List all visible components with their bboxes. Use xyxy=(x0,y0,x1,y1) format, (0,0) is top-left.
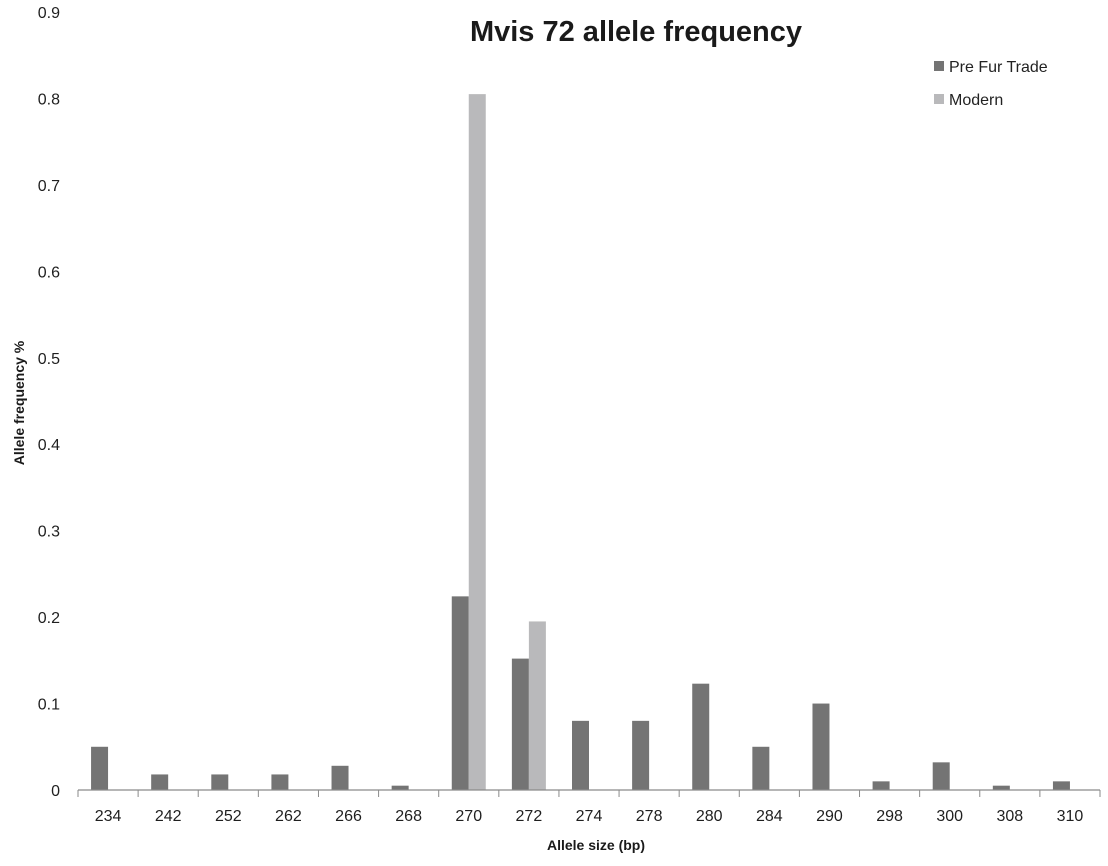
y-tick-label-0-6: 0.6 xyxy=(38,264,60,281)
bar-pre-fur-trade-278 xyxy=(632,720,650,790)
x-tick-label-252: 252 xyxy=(215,808,242,825)
x-tick-label-284: 284 xyxy=(756,808,783,825)
y-tick-label-0-5: 0.5 xyxy=(38,351,60,368)
bar-pre-fur-trade-310 xyxy=(1052,781,1070,790)
bar-pre-fur-trade-308 xyxy=(992,785,1010,790)
x-tick-label-280: 280 xyxy=(696,808,723,825)
bar-pre-fur-trade-266 xyxy=(331,765,349,790)
bar-pre-fur-trade-280 xyxy=(692,683,710,790)
bar-modern-270 xyxy=(468,94,486,791)
x-tick-label-278: 278 xyxy=(636,808,663,825)
x-tick-label-300: 300 xyxy=(936,808,963,825)
y-tick-label-0-3: 0.3 xyxy=(38,524,60,541)
y-tick-label-0-7: 0.7 xyxy=(38,178,60,195)
bar-pre-fur-trade-270 xyxy=(451,596,469,790)
legend-swatch-modern xyxy=(934,94,944,104)
x-tick-label-270: 270 xyxy=(455,808,482,825)
x-tick-label-234: 234 xyxy=(95,808,122,825)
y-axis-label: Allele frequency % xyxy=(11,340,27,465)
x-tick-label-266: 266 xyxy=(335,808,362,825)
legend-item-pre-fur-trade: Pre Fur Trade xyxy=(934,59,1048,76)
y-tick-label-0-9: 0.9 xyxy=(38,5,60,22)
x-tick-label-272: 272 xyxy=(516,808,543,825)
bar-pre-fur-trade-290 xyxy=(812,703,830,790)
x-tick-label-242: 242 xyxy=(155,808,182,825)
y-axis-ticks: 0 0.1 0.2 0.3 0.4 0.5 0.6 0.7 0.8 0.9 xyxy=(38,5,60,800)
y-tick-label-0-4: 0.4 xyxy=(38,437,60,454)
legend-item-modern: Modern xyxy=(934,92,1003,109)
legend-label-pre-fur-trade: Pre Fur Trade xyxy=(949,59,1048,76)
bar-pre-fur-trade-300 xyxy=(932,762,950,790)
legend-swatch-pre-fur-trade xyxy=(934,61,944,71)
bar-pre-fur-trade-284 xyxy=(752,746,770,790)
legend-label-modern: Modern xyxy=(949,92,1003,109)
y-tick-label-0-1: 0.1 xyxy=(38,697,60,714)
bar-pre-fur-trade-252 xyxy=(211,774,229,790)
x-tick-label-262: 262 xyxy=(275,808,302,825)
x-tick-label-268: 268 xyxy=(395,808,422,825)
bar-pre-fur-trade-234 xyxy=(91,746,109,790)
y-tick-label-0-2: 0.2 xyxy=(38,610,60,627)
bar-pre-fur-trade-274 xyxy=(572,720,589,790)
legend: Pre Fur Trade Modern xyxy=(934,59,1048,109)
x-tick-label-290: 290 xyxy=(816,808,843,825)
bars xyxy=(91,94,1070,791)
y-tick-label-0: 0 xyxy=(51,783,60,800)
x-tick-label-274: 274 xyxy=(576,808,603,825)
bar-modern-272 xyxy=(528,621,546,790)
x-tick-label-298: 298 xyxy=(876,808,903,825)
bar-pre-fur-trade-268 xyxy=(391,785,409,790)
x-tick-label-310: 310 xyxy=(1057,808,1084,825)
bar-pre-fur-trade-262 xyxy=(271,774,289,790)
x-tick-label-308: 308 xyxy=(996,808,1023,825)
bar-pre-fur-trade-272 xyxy=(511,658,529,790)
chart-title: Mvis 72 allele frequency xyxy=(470,16,802,48)
x-axis-label: Allele size (bp) xyxy=(547,837,645,853)
bar-pre-fur-trade-242 xyxy=(151,774,169,790)
x-axis-ticks: 234 242 252 262 266 268 270 272 274 278 280 284 290 2… xyxy=(77,790,1101,825)
y-tick-label-0-8: 0.8 xyxy=(38,91,60,108)
bar-pre-fur-trade-298 xyxy=(872,781,890,790)
